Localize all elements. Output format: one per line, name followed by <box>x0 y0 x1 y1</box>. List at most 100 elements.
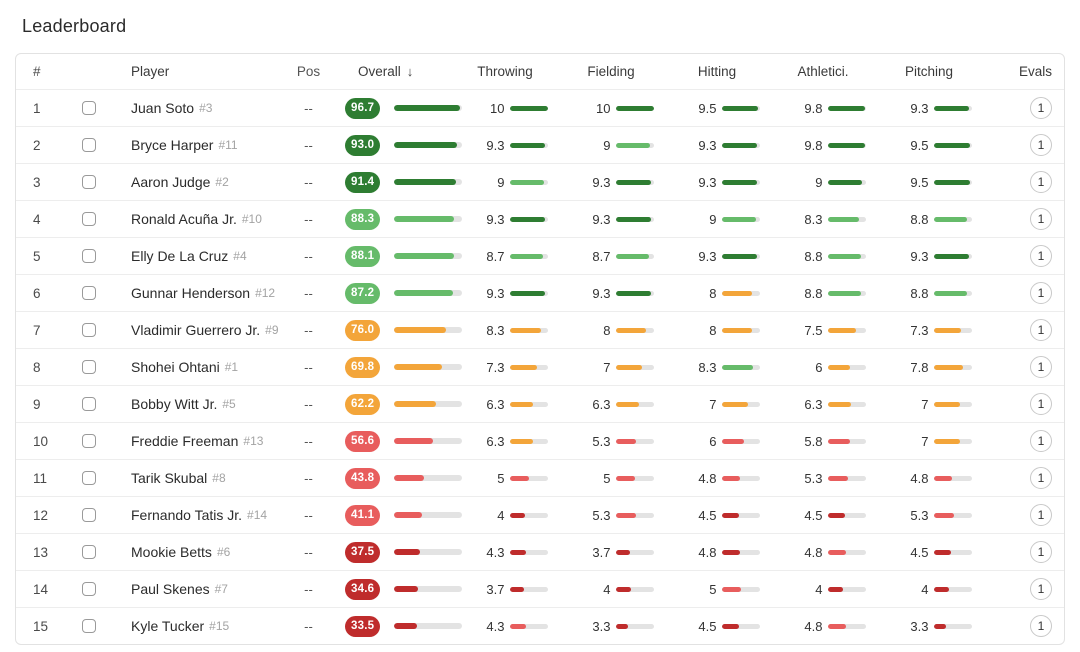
evals-cell: 1 <box>996 171 1064 193</box>
skill-cell-throwing: 5 <box>466 471 572 486</box>
column-header-athleticism[interactable]: Athletici. <box>797 64 849 79</box>
evals-count-badge[interactable]: 1 <box>1030 430 1052 452</box>
column-header-fielding[interactable]: Fielding <box>587 64 635 79</box>
position-value: -- <box>304 470 313 486</box>
pitching-value: 8.8 <box>910 211 929 227</box>
evals-count-badge[interactable]: 1 <box>1030 615 1052 637</box>
column-header-player[interactable]: Player <box>131 64 170 79</box>
column-header-throwing[interactable]: Throwing <box>477 64 533 79</box>
pitching-bar <box>933 401 972 407</box>
row-checkbox[interactable] <box>82 175 96 189</box>
evals-count-badge[interactable]: 1 <box>1030 578 1052 600</box>
evals-count-badge[interactable]: 1 <box>1030 134 1052 156</box>
pitching-value: 4.5 <box>910 544 929 560</box>
evals-count-badge[interactable]: 1 <box>1030 504 1052 526</box>
row-checkbox[interactable] <box>82 545 96 559</box>
row-checkbox[interactable] <box>82 360 96 374</box>
table-row[interactable]: 14 Paul Skenes #7 -- 34.6 3.7 4 5 4 4 1 <box>16 570 1064 607</box>
rank-cell: 11 <box>16 471 71 486</box>
athleticism-bar <box>827 142 866 148</box>
evals-count-badge[interactable]: 1 <box>1030 282 1052 304</box>
overall-badge: 87.2 <box>345 282 381 304</box>
pitching-bar <box>933 364 972 370</box>
table-row[interactable]: 13 Mookie Betts #6 -- 37.5 4.3 3.7 4.8 4… <box>16 533 1064 570</box>
table-row[interactable]: 11 Tarik Skubal #8 -- 43.8 5 5 4.8 5.3 4… <box>16 459 1064 496</box>
table-row[interactable]: 7 Vladimir Guerrero Jr. #9 -- 76.0 8.3 8… <box>16 311 1064 348</box>
row-checkbox[interactable] <box>82 471 96 485</box>
row-checkbox[interactable] <box>82 397 96 411</box>
player-cell: Tarik Skubal #8 <box>107 470 286 486</box>
table-row[interactable]: 12 Fernando Tatis Jr. #14 -- 41.1 4 5.3 … <box>16 496 1064 533</box>
row-checkbox[interactable] <box>82 508 96 522</box>
evals-count-badge[interactable]: 1 <box>1030 171 1052 193</box>
evals-count-badge[interactable]: 1 <box>1030 356 1052 378</box>
position-cell: -- <box>286 101 331 116</box>
player-name: Ronald Acuña Jr. <box>131 211 237 227</box>
row-checkbox[interactable] <box>82 249 96 263</box>
skill-cell-fielding: 8.7 <box>572 249 678 264</box>
row-checkbox[interactable] <box>82 323 96 337</box>
column-header-overall[interactable]: Overall ↓ <box>331 64 466 79</box>
column-header-evals[interactable]: Evals <box>1018 64 1052 79</box>
throwing-bar <box>509 623 548 629</box>
rank-label: 7 <box>33 322 41 338</box>
player-cell: Juan Soto #3 <box>107 100 286 116</box>
position-cell: -- <box>286 545 331 560</box>
position-cell: -- <box>286 138 331 153</box>
table-row[interactable]: 8 Shohei Ohtani #1 -- 69.8 7.3 7 8.3 6 7… <box>16 348 1064 385</box>
overall-badge: 91.4 <box>345 171 381 193</box>
position-cell: -- <box>286 508 331 523</box>
table-row[interactable]: 3 Aaron Judge #2 -- 91.4 9 9.3 9.3 9 9.5… <box>16 163 1064 200</box>
row-checkbox[interactable] <box>82 582 96 596</box>
position-value: -- <box>304 285 313 301</box>
table-row[interactable]: 5 Elly De La Cruz #4 -- 88.1 8.7 8.7 9.3… <box>16 237 1064 274</box>
table-row[interactable]: 2 Bryce Harper #11 -- 93.0 9.3 9 9.3 9.8… <box>16 126 1064 163</box>
evals-count-badge[interactable]: 1 <box>1030 208 1052 230</box>
table-row[interactable]: 1 Juan Soto #3 -- 96.7 10 10 9.5 9.8 9.3… <box>16 89 1064 126</box>
rank-label: 6 <box>33 285 41 301</box>
table-row[interactable]: 10 Freddie Freeman #13 -- 56.6 6.3 5.3 6… <box>16 422 1064 459</box>
column-header-pitching[interactable]: Pitching <box>904 64 954 79</box>
athleticism-bar <box>827 401 866 407</box>
skill-cell-hitting: 8 <box>678 286 784 301</box>
overall-bar-fill <box>394 438 433 444</box>
evals-count-badge[interactable]: 1 <box>1030 393 1052 415</box>
evals-cell: 1 <box>996 393 1064 415</box>
row-checkbox[interactable] <box>82 619 96 633</box>
column-header-hitting[interactable]: Hitting <box>697 64 737 79</box>
evals-count-badge[interactable]: 1 <box>1030 319 1052 341</box>
table-row[interactable]: 9 Bobby Witt Jr. #5 -- 62.2 6.3 6.3 7 6.… <box>16 385 1064 422</box>
player-cell: Bryce Harper #11 <box>107 137 286 153</box>
rank-cell: 9 <box>16 397 71 412</box>
fielding-value: 3.7 <box>592 544 611 560</box>
player-name: Mookie Betts <box>131 544 212 560</box>
row-checkbox[interactable] <box>82 212 96 226</box>
pitching-bar <box>933 438 972 444</box>
rank-label: 14 <box>33 581 49 597</box>
skill-cell-throwing: 7.3 <box>466 360 572 375</box>
evals-count-badge[interactable]: 1 <box>1030 541 1052 563</box>
row-checkbox[interactable] <box>82 101 96 115</box>
hitting-bar <box>721 179 760 185</box>
skill-cell-hitting: 4.5 <box>678 619 784 634</box>
row-checkbox[interactable] <box>82 286 96 300</box>
fielding-value: 5.3 <box>592 507 611 523</box>
column-header-pos[interactable]: Pos <box>296 64 321 79</box>
evals-count-badge[interactable]: 1 <box>1030 245 1052 267</box>
position-cell: -- <box>286 175 331 190</box>
table-row[interactable]: 4 Ronald Acuña Jr. #10 -- 88.3 9.3 9.3 9… <box>16 200 1064 237</box>
row-checkbox[interactable] <box>82 434 96 448</box>
checkbox-cell <box>71 434 107 448</box>
athleticism-bar <box>827 623 866 629</box>
row-checkbox[interactable] <box>82 138 96 152</box>
player-cell: Paul Skenes #7 <box>107 581 286 597</box>
overall-badge: 88.1 <box>345 245 381 267</box>
throwing-value: 9.3 <box>486 211 505 227</box>
evals-count-badge[interactable]: 1 <box>1030 467 1052 489</box>
table-header-row: # Player Pos Overall ↓ Throwing Fielding… <box>16 54 1064 89</box>
evals-count-badge[interactable]: 1 <box>1030 97 1052 119</box>
column-header-rank[interactable]: # <box>33 64 41 79</box>
table-row[interactable]: 15 Kyle Tucker #15 -- 33.5 4.3 3.3 4.5 4… <box>16 607 1064 644</box>
hitting-value: 9.3 <box>698 174 717 190</box>
table-row[interactable]: 6 Gunnar Henderson #12 -- 87.2 9.3 9.3 8… <box>16 274 1064 311</box>
